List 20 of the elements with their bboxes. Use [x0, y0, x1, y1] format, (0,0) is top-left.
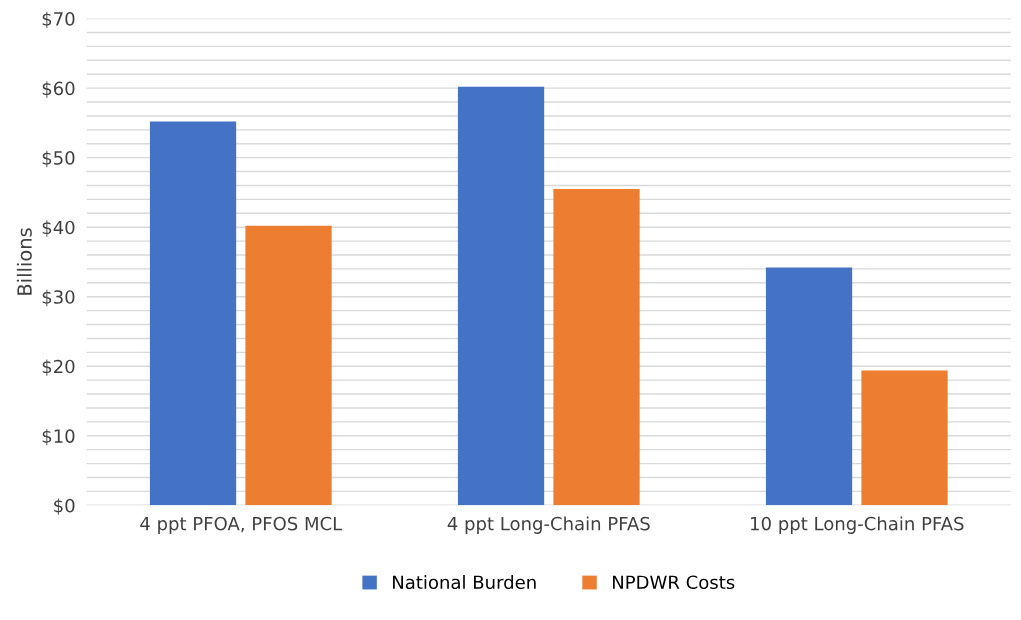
y-tick-label: $30: [42, 289, 75, 307]
y-axis-title: Billions: [16, 228, 32, 295]
bar: [245, 225, 332, 506]
y-tick-label: $0: [54, 498, 75, 515]
y-tick-label: $20: [42, 359, 75, 376]
x-tick-label: 10 ppt Long-Chain PFAS: [751, 516, 964, 534]
bar: [457, 86, 545, 506]
bar: [149, 121, 237, 506]
x-tick-label: 4 ppt PFOA, PFOS MCL: [140, 516, 343, 534]
y-tick-label: $40: [42, 220, 75, 237]
x-tick-label: 4 ppt Long-Chain PFAS: [447, 516, 650, 534]
bar: [553, 188, 640, 506]
bar: [765, 267, 853, 506]
legend-label: National Burden: [393, 575, 536, 590]
y-tick-label: $50: [42, 150, 75, 168]
legend-label: NPDWR Costs: [612, 575, 735, 590]
y-tick-label: $10: [42, 428, 75, 446]
y-tick-label: $60: [42, 81, 75, 98]
bar: [861, 370, 948, 506]
y-tick-label: $70: [42, 11, 75, 29]
